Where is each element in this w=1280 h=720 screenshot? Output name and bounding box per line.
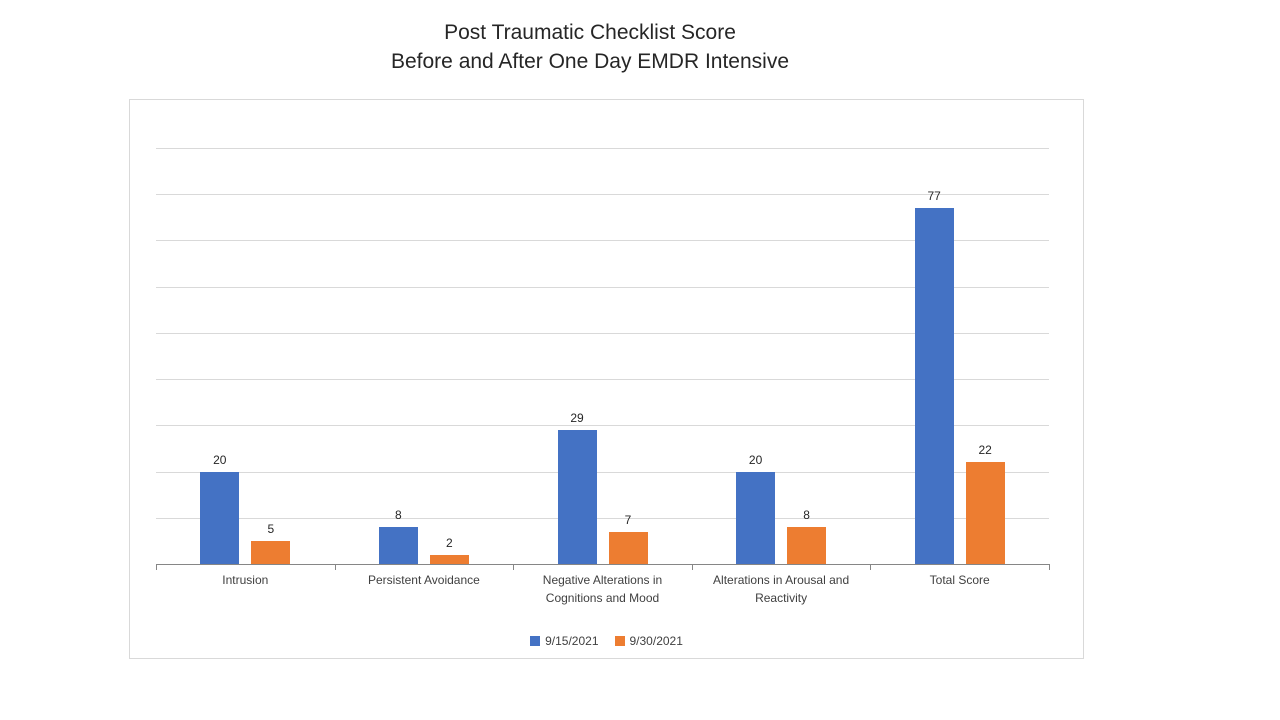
legend-label: 9/30/2021 <box>629 634 683 648</box>
gridline <box>156 332 1049 334</box>
legend-label: 9/15/2021 <box>545 634 599 648</box>
category-label: Negative Alterations in Cognitions and M… <box>542 573 663 605</box>
gridline <box>156 148 1049 149</box>
chart-area: 20 5 8 2 29 7 20 8 77 22 Intrusion Persistent Avoi… <box>129 99 1084 659</box>
bar-value-label: 8 <box>395 508 402 523</box>
gridline <box>156 379 1049 381</box>
chart-title: Post Traumatic Checklist Score Before an… <box>391 18 789 76</box>
bar <box>251 540 291 564</box>
category-label: Alterations in Arousal and Reactivity <box>713 573 850 605</box>
bar-value-label: 2 <box>446 535 453 550</box>
bar <box>787 527 827 564</box>
gridline <box>156 194 1049 196</box>
gridline <box>156 517 1049 519</box>
bar-value-label: 20 <box>213 452 227 467</box>
legend: 9/15/2021 9/30/2021 <box>130 634 1083 648</box>
category-label: Total Score <box>929 573 990 587</box>
chart-title-line-1: Post Traumatic Checklist Score <box>444 21 736 44</box>
bar <box>378 527 418 564</box>
bar <box>429 554 469 564</box>
axis-tick <box>156 565 157 570</box>
category-label: Intrusion <box>222 573 269 587</box>
axis-tick <box>1049 565 1050 570</box>
legend-swatch <box>530 636 541 646</box>
bar-value-label: 29 <box>570 410 584 425</box>
bar-value-label: 5 <box>267 521 275 536</box>
axis-tick <box>691 565 693 570</box>
category-label: Persistent Avoidance <box>367 573 480 587</box>
x-axis-line <box>156 564 1050 565</box>
chart-title-line-2: Before and After One Day EMDR Intensive <box>390 50 790 73</box>
bar <box>914 208 954 564</box>
gridline <box>156 471 1049 473</box>
axis-tick <box>870 565 872 570</box>
bar <box>200 471 240 564</box>
bar-value-label: 8 <box>803 508 810 523</box>
axis-tick <box>513 565 515 570</box>
legend-item: 9/30/2021 <box>614 634 683 648</box>
bar-value-label: 7 <box>624 512 632 527</box>
bar <box>557 429 597 564</box>
bar-value-label: 22 <box>978 443 992 458</box>
legend-swatch <box>614 636 625 646</box>
bar-value-label: 77 <box>927 189 941 204</box>
bar <box>608 531 648 564</box>
bar-value-label: 20 <box>748 452 763 467</box>
bar <box>736 471 776 564</box>
gridline <box>156 240 1049 242</box>
gridline <box>156 286 1049 288</box>
legend-item: 9/15/2021 <box>530 634 599 648</box>
axis-tick <box>334 565 336 570</box>
bar <box>965 462 1005 564</box>
gridline <box>156 425 1049 427</box>
